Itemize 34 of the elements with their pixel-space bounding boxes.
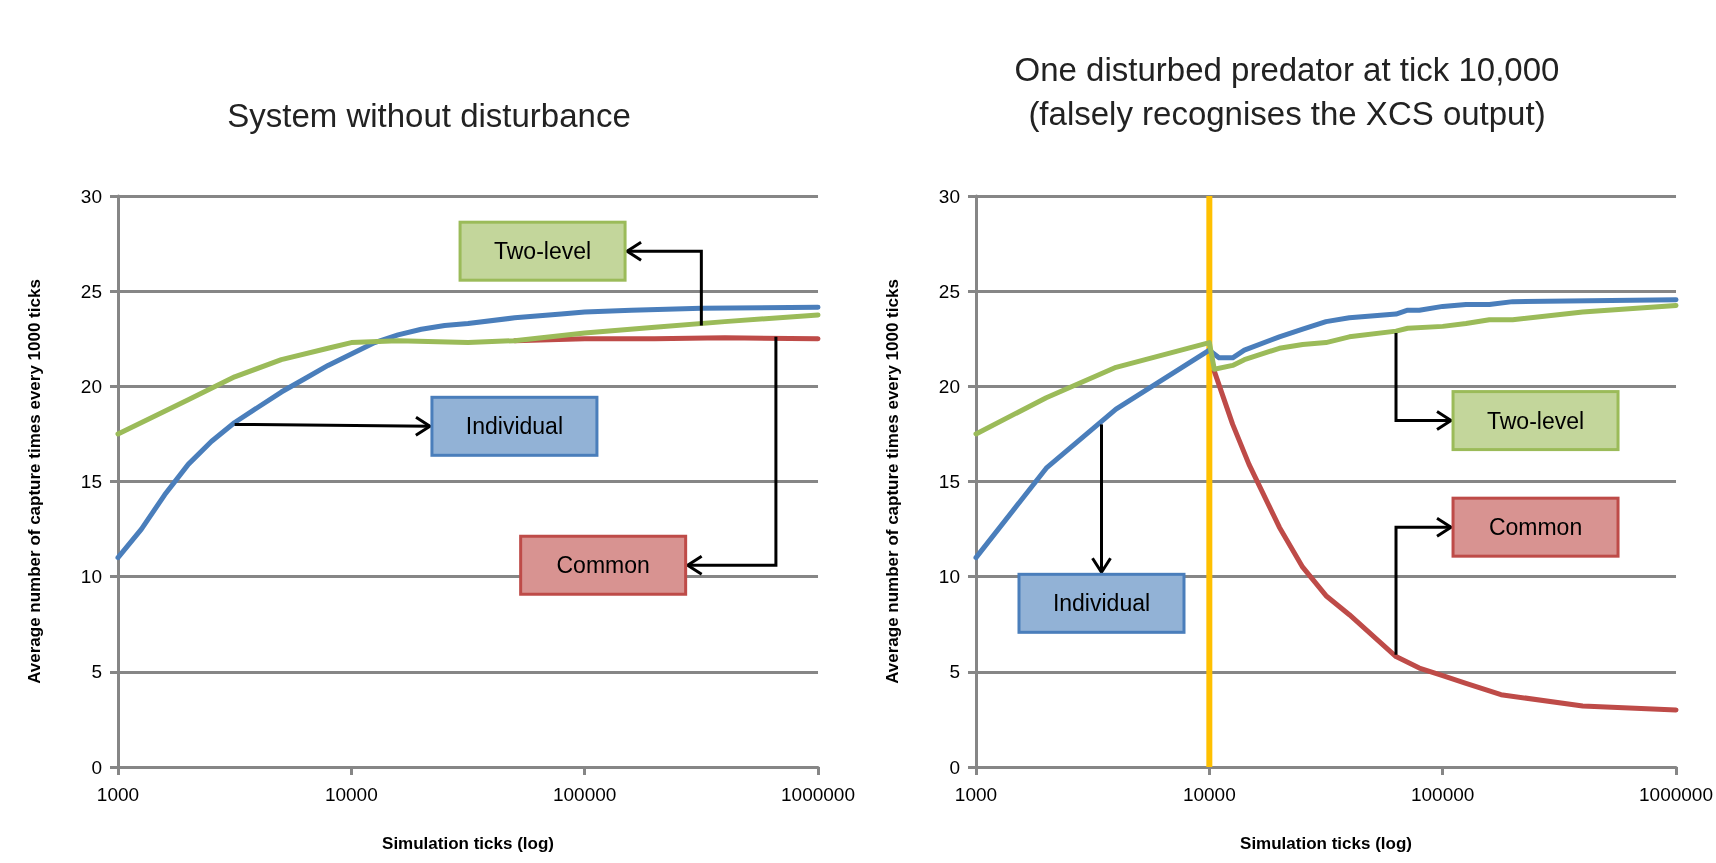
chart-title: System without disturbance xyxy=(227,96,631,134)
y-tick-label: 25 xyxy=(80,280,102,302)
x-tick-label: 100000 xyxy=(1410,784,1475,805)
y-tick-label: 20 xyxy=(80,375,102,397)
text: Individual xyxy=(465,413,564,440)
x-tick-label: 1000000 xyxy=(781,784,855,805)
text: Common xyxy=(556,552,650,579)
y-tick-label: 30 xyxy=(80,185,102,207)
x-axis-title: Simulation ticks (log) xyxy=(1240,834,1412,853)
text: Two-level xyxy=(493,238,592,265)
x-tick-label: 1000 xyxy=(954,784,998,805)
x-tick-label: 1000000 xyxy=(1639,784,1713,805)
y-tick-label: 10 xyxy=(938,566,960,588)
y-axis-title: Average number of capture times every 1000 ticks xyxy=(25,279,44,684)
x-tick-label: 100000 xyxy=(552,784,617,805)
y-tick-label: 5 xyxy=(91,661,102,683)
y-tick-label: 25 xyxy=(938,280,960,302)
y-axis-title: Average number of capture times every 1000 ticks xyxy=(883,279,902,684)
y-tick-label: 10 xyxy=(80,566,102,588)
text: Two-level xyxy=(1486,407,1585,434)
y-tick-label: 0 xyxy=(949,756,960,778)
x-axis-title: Simulation ticks (log) xyxy=(382,834,554,853)
y-tick-label: 15 xyxy=(80,471,102,492)
text: Common xyxy=(1488,514,1583,541)
y-tick-label: 30 xyxy=(938,185,960,207)
y-tick-label: 0 xyxy=(91,756,102,778)
x-tick-label: 10000 xyxy=(1182,784,1236,805)
x-tick-label: 10000 xyxy=(324,784,378,805)
y-tick-label: 5 xyxy=(949,661,960,683)
y-tick-label: 20 xyxy=(938,375,960,397)
chart-title: One disturbed predator at tick 10,000 (falsely recognises the XCS output) xyxy=(1014,50,1560,132)
x-tick-label: 1000 xyxy=(96,784,140,805)
y-tick-label: 15 xyxy=(938,471,960,492)
text: Individual xyxy=(1052,590,1151,617)
